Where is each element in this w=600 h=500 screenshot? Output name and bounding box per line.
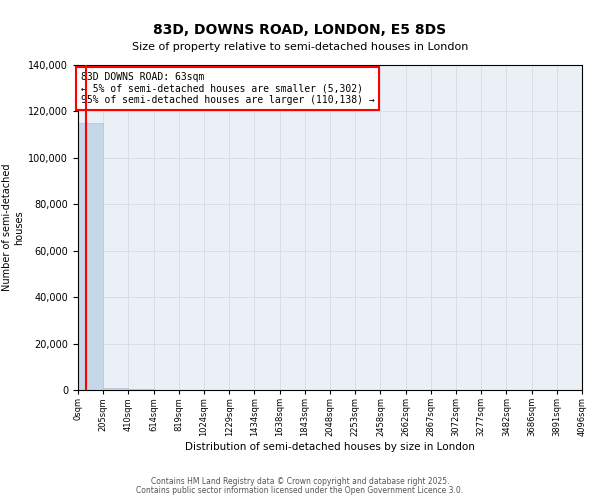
Text: 83D, DOWNS ROAD, LONDON, E5 8DS: 83D, DOWNS ROAD, LONDON, E5 8DS <box>154 22 446 36</box>
Text: Contains HM Land Registry data © Crown copyright and database right 2025.: Contains HM Land Registry data © Crown c… <box>151 477 449 486</box>
Bar <box>78 123 103 390</box>
X-axis label: Distribution of semi-detached houses by size in London: Distribution of semi-detached houses by … <box>185 442 475 452</box>
Text: Size of property relative to semi-detached houses in London: Size of property relative to semi-detach… <box>132 42 468 52</box>
Bar <box>103 388 128 390</box>
Text: Contains public sector information licensed under the Open Government Licence 3.: Contains public sector information licen… <box>136 486 464 495</box>
Y-axis label: Number of semi-detached
houses: Number of semi-detached houses <box>2 164 24 291</box>
Text: 83D DOWNS ROAD: 63sqm
← 5% of semi-detached houses are smaller (5,302)
95% of se: 83D DOWNS ROAD: 63sqm ← 5% of semi-detac… <box>80 72 374 104</box>
